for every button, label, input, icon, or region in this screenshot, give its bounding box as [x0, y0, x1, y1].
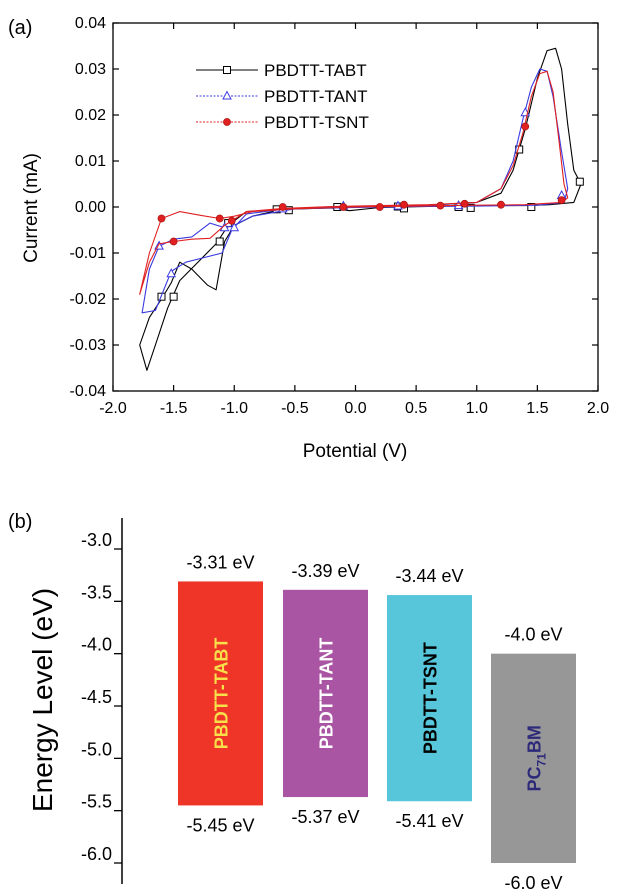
homo-lumo-top-label: -3.31 eV [186, 552, 254, 572]
x-tick-label: -1.5 [160, 400, 188, 417]
y-tick-label: 0.02 [75, 107, 106, 124]
data-point [278, 203, 287, 211]
x-tick-label: -2.0 [99, 400, 127, 417]
data-point [453, 200, 464, 210]
data-point [575, 177, 584, 186]
data-point [166, 268, 177, 278]
x-axis: -2.0 -1.5 -1.0 -0.5 0.0 0.5 1.0 1.5 2.0 [99, 23, 609, 417]
data-point [527, 203, 536, 211]
homo-lumo-top-label: -3.39 eV [291, 561, 359, 581]
y-tick-label: 0.03 [75, 61, 106, 78]
data-point [169, 292, 178, 301]
data-point [557, 196, 566, 204]
legend-label: PBDTT-TABT [264, 61, 367, 80]
homo-lumo-bottom-label: -5.45 eV [186, 815, 254, 835]
energy-bar-pbdtt-tsnt: -3.44 eV -5.41 eV PBDTT-TSNT [387, 566, 472, 831]
bar [387, 595, 472, 802]
energy-bar-pbdtt-tabt: -3.31 eV -5.45 eV PBDTT-TABT [178, 552, 263, 835]
data-point [229, 222, 240, 232]
data-point [223, 66, 231, 74]
bar [283, 589, 368, 798]
homo-lumo-bottom-label: -6.0 eV [504, 873, 562, 893]
legend-label: PBDTT-TSNT [264, 113, 369, 132]
data-point [222, 90, 232, 100]
x-tick-label: 2.0 [587, 400, 609, 417]
legend: PBDTT-TABT PBDTT-TANT PBDTT-TSNT [196, 61, 369, 132]
y-tick-label: -0.02 [70, 291, 107, 308]
y-tick-label: -4.5 [81, 687, 112, 707]
panel-label-b: (b) [8, 511, 32, 533]
cv-chart: (a) -2.0 -1.5 -1.0 -0.5 0.0 0.5 1.0 1.5 2.0 0.04… [8, 15, 609, 462]
y-tick-label: -5.0 [81, 739, 112, 759]
y-tick-label: -4.0 [81, 635, 112, 655]
data-point [215, 237, 224, 246]
homo-lumo-top-label: -4.0 eV [504, 625, 562, 645]
data-point [436, 201, 445, 210]
panel-label-a: (a) [8, 17, 32, 39]
bar [178, 581, 263, 806]
legend-label: PBDTT-TANT [264, 87, 368, 106]
x-tick-label: 1.0 [466, 400, 488, 417]
bar-group: -3.31 eV -5.45 eV PBDTT-TABT -3.39 eV -5.37 … [178, 552, 576, 893]
x-tick-label: 0.5 [405, 400, 427, 417]
y-tick-label: -5.5 [81, 792, 112, 812]
data-point [215, 214, 224, 223]
data-point [497, 200, 505, 209]
series-pbdtt-tsnt [139, 70, 569, 295]
data-point [157, 214, 166, 223]
y-tick-label: -3.0 [81, 530, 112, 550]
data-point [400, 200, 408, 209]
data-point [169, 237, 178, 246]
x-tick-label: 1.5 [526, 400, 548, 417]
y-tick-label: -3.5 [81, 582, 112, 602]
data-point [375, 203, 384, 211]
data-point [521, 122, 530, 131]
energy-bar-pc71bm: -4.0 eV -6.0 eV PC71BM [491, 625, 576, 893]
bar-name: PBDTT-TSNT [421, 642, 441, 754]
energy-bar-pbdtt-tant: -3.39 eV -5.37 eV PBDTT-TANT [283, 561, 368, 827]
x-tick-label: 0.0 [344, 400, 366, 417]
y-tick-label: 0.01 [75, 153, 106, 170]
bar-name: PC71BM [525, 725, 549, 791]
x-tick-label: -0.5 [281, 400, 309, 417]
bar-name: PBDTT-TABT [212, 638, 232, 750]
bar-name: PBDTT-TANT [317, 638, 337, 750]
homo-lumo-top-label: -3.44 eV [395, 566, 463, 586]
y-tick-label: -0.03 [70, 337, 107, 354]
y-tick-label: -0.04 [70, 383, 107, 400]
homo-lumo-bottom-label: -5.37 eV [291, 807, 359, 827]
y-axis: 0.04 0.03 0.02 0.01 0.00 -0.01 -0.02 -0.03 -0.04 [70, 15, 598, 400]
y-tick-label: -0.01 [70, 245, 107, 262]
x-tick-label: -1.0 [220, 400, 248, 417]
series-line [139, 70, 569, 295]
data-point [339, 203, 348, 211]
data-point [227, 216, 236, 225]
bar [491, 653, 576, 863]
data-point [466, 203, 475, 212]
energy-level-chart: (b) -3.0 -3.5 -4.0 -4.5 -5.0 -5.5 -6.0 -3.31 e… [8, 511, 576, 893]
x-axis-label: Potential (V) [303, 441, 408, 462]
y-axis-label: Current (mA) [21, 153, 42, 263]
y-tick-label: -6.0 [81, 844, 112, 864]
y-tick-label: 0.00 [75, 199, 106, 216]
data-point [460, 199, 469, 208]
y-tick-label: 0.04 [75, 15, 106, 32]
y-axis-label: Energy Level (eV) [27, 588, 58, 812]
homo-lumo-bottom-label: -5.41 eV [395, 811, 463, 831]
data-point [223, 118, 231, 126]
series-group [139, 47, 584, 371]
y-axis: -3.0 -3.5 -4.0 -4.5 -5.0 -5.5 -6.0 [81, 530, 122, 864]
